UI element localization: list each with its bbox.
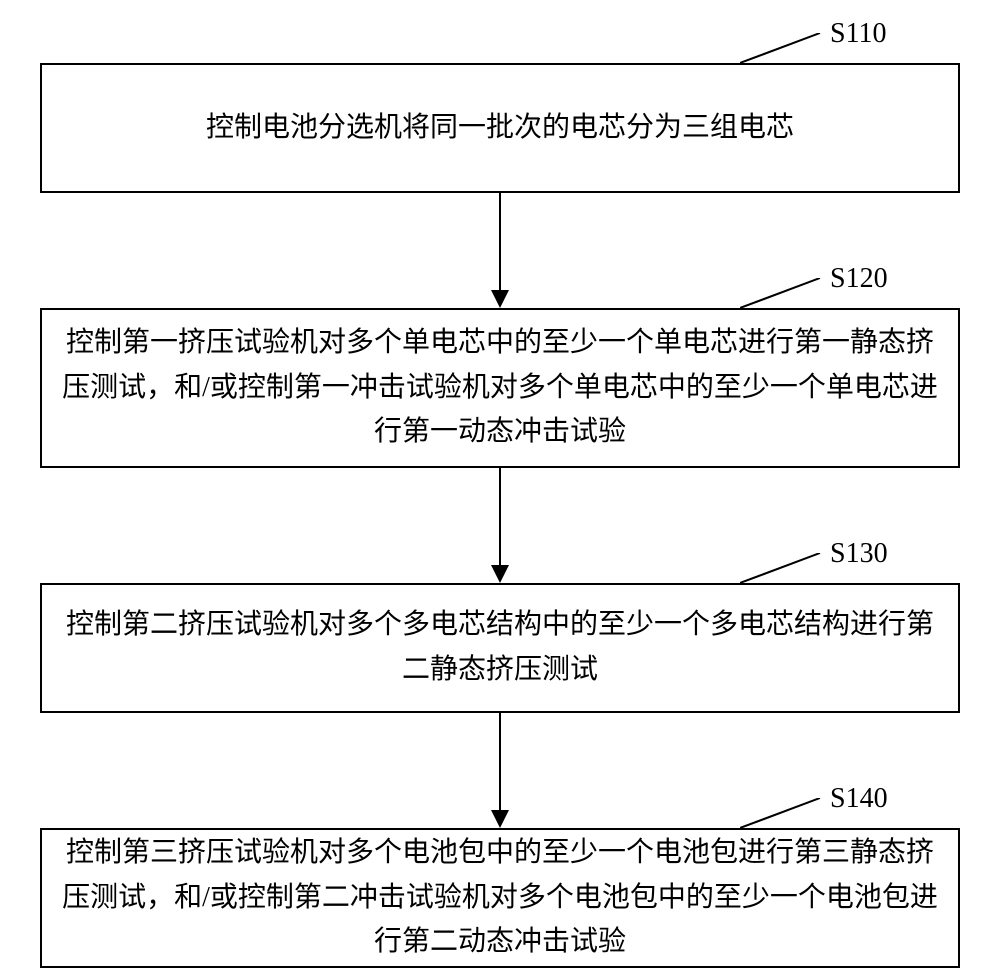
step-label-s140: S140 [830, 783, 888, 815]
step-box-s120: 控制第一挤压试验机对多个单电芯中的至少一个单电芯进行第一静态挤压测试，和/或控制… [40, 308, 960, 468]
arrow-s110-s120 [499, 193, 501, 290]
step-text: 控制第一挤压试验机对多个单电芯中的至少一个单电芯进行第一静态挤压测试，和/或控制… [62, 321, 938, 455]
leader-line-s120 [740, 278, 825, 310]
step-box-s110: 控制电池分选机将同一批次的电芯分为三组电芯 [40, 63, 960, 193]
step-label-text: S120 [830, 263, 888, 294]
step-box-s140: 控制第三挤压试验机对多个电池包中的至少一个电池包进行第三静态挤压测试，和/或控制… [40, 828, 960, 968]
step-label-text: S110 [830, 18, 887, 49]
step-label-s120: S120 [830, 263, 888, 295]
step-text: 控制电池分选机将同一批次的电芯分为三组电芯 [206, 106, 794, 151]
step-text: 控制第二挤压试验机对多个多电芯结构中的至少一个多电芯结构进行第二静态挤压测试 [62, 603, 938, 693]
leader-line-s110 [740, 33, 825, 65]
arrow-head-icon [491, 810, 509, 828]
step-label-text: S140 [830, 783, 888, 814]
arrow-s130-s140 [499, 713, 501, 810]
flowchart-canvas: S110 控制电池分选机将同一批次的电芯分为三组电芯 S120 控制第一挤压试验… [0, 0, 1000, 973]
arrow-head-icon [491, 565, 509, 583]
step-text: 控制第三挤压试验机对多个电池包中的至少一个电池包进行第三静态挤压测试，和/或控制… [62, 831, 938, 965]
leader-line-s130 [740, 553, 825, 585]
arrow-head-icon [491, 290, 509, 308]
step-label-s110: S110 [830, 18, 887, 50]
step-label-s130: S130 [830, 538, 888, 570]
step-label-text: S130 [830, 538, 888, 569]
arrow-s120-s130 [499, 468, 501, 565]
leader-line-s140 [740, 798, 825, 830]
step-box-s130: 控制第二挤压试验机对多个多电芯结构中的至少一个多电芯结构进行第二静态挤压测试 [40, 583, 960, 713]
